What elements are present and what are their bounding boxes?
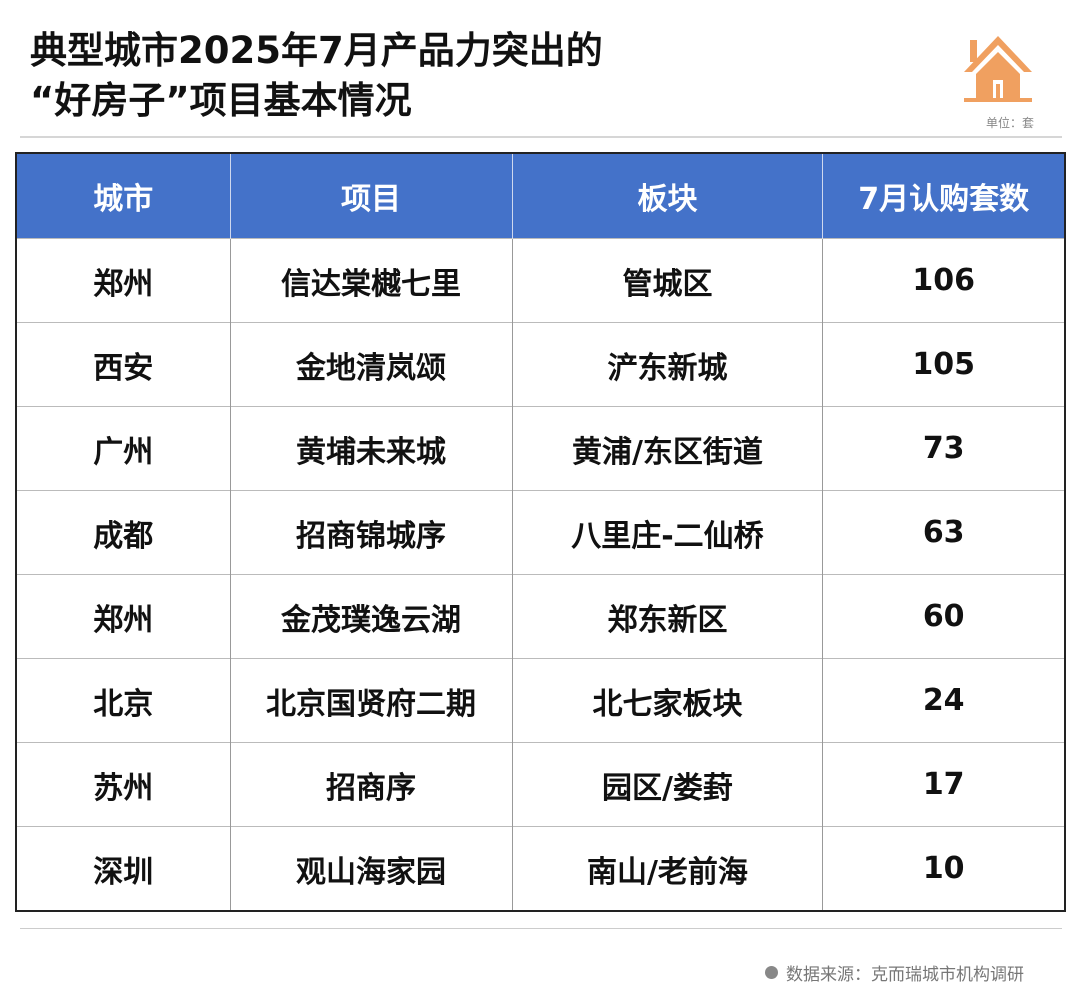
table-row: 北京 北京国贤府二期 北七家板块 24 [16, 658, 1065, 743]
subscriptions-cell: 73 [822, 406, 1065, 491]
project-cell: 金地清岚颂 [230, 322, 513, 407]
subscriptions-cell: 105 [822, 322, 1065, 407]
project-cell: 北京国贤府二期 [230, 658, 513, 743]
table-row: 郑州 金茂璞逸云湖 郑东新区 60 [16, 574, 1065, 659]
table-row: 深圳 观山海家园 南山/老前海 10 [16, 826, 1065, 911]
city-cell: 西安 [16, 322, 231, 407]
project-cell: 金茂璞逸云湖 [230, 574, 513, 659]
header-city: 城市 [16, 153, 231, 239]
district-cell: 浐东新城 [512, 322, 824, 407]
district-cell: 北七家板块 [512, 658, 824, 743]
projects-table: 城市 项目 板块 7月认购套数 郑州 信达棠樾七里 管城区 106 西安 金地清岚颂 浐东新… [15, 152, 1066, 912]
header-district: 板块 [512, 153, 824, 239]
subscriptions-cell: 24 [822, 658, 1065, 743]
table-row: 广州 黄埔未来城 黄浦/东区街道 73 [16, 406, 1065, 491]
district-cell: 郑东新区 [512, 574, 824, 659]
bullet-dot-icon [765, 966, 778, 979]
district-cell: 园区/娄葑 [512, 742, 824, 827]
city-cell: 郑州 [16, 238, 231, 323]
header-subscriptions: 7月认购套数 [822, 153, 1065, 239]
title-line-2: “好房子”项目基本情况 [30, 79, 412, 122]
table-row: 西安 金地清岚颂 浐东新城 105 [16, 322, 1065, 407]
project-cell: 招商锦城序 [230, 490, 513, 575]
district-cell: 南山/老前海 [512, 826, 824, 911]
subscriptions-cell: 106 [822, 238, 1065, 323]
bottom-divider [20, 928, 1062, 929]
table-header-row: 城市 项目 板块 7月认购套数 [16, 153, 1065, 239]
project-cell: 信达棠樾七里 [230, 238, 513, 323]
subscriptions-cell: 17 [822, 742, 1065, 827]
source-text: 数据来源：克而瑞城市机构调研 [786, 965, 1024, 985]
table-row: 郑州 信达棠樾七里 管城区 106 [16, 238, 1065, 323]
top-divider [20, 136, 1062, 138]
subscriptions-cell: 10 [822, 826, 1065, 911]
table-row: 苏州 招商序 园区/娄葑 17 [16, 742, 1065, 827]
district-cell: 管城区 [512, 238, 824, 323]
house-icon [964, 36, 1032, 102]
city-cell: 苏州 [16, 742, 231, 827]
title-line-1: 典型城市2025年7月产品力突出的 [30, 29, 603, 72]
city-cell: 深圳 [16, 826, 231, 911]
district-cell: 八里庄-二仙桥 [512, 490, 824, 575]
city-cell: 北京 [16, 658, 231, 743]
subscriptions-cell: 60 [822, 574, 1065, 659]
project-cell: 观山海家园 [230, 826, 513, 911]
city-cell: 成都 [16, 490, 231, 575]
table-row: 成都 招商锦城序 八里庄-二仙桥 63 [16, 490, 1065, 575]
page-title: 典型城市2025年7月产品力突出的 “好房子”项目基本情况 [30, 26, 603, 126]
city-cell: 广州 [16, 406, 231, 491]
header-project: 项目 [230, 153, 513, 239]
project-cell: 黄埔未来城 [230, 406, 513, 491]
unit-label: 单位：套 [985, 116, 1034, 130]
project-cell: 招商序 [230, 742, 513, 827]
source-note: 数据来源：克而瑞城市机构调研 [765, 960, 1024, 985]
city-cell: 郑州 [16, 574, 231, 659]
district-cell: 黄浦/东区街道 [512, 406, 824, 491]
subscriptions-cell: 63 [822, 490, 1065, 575]
